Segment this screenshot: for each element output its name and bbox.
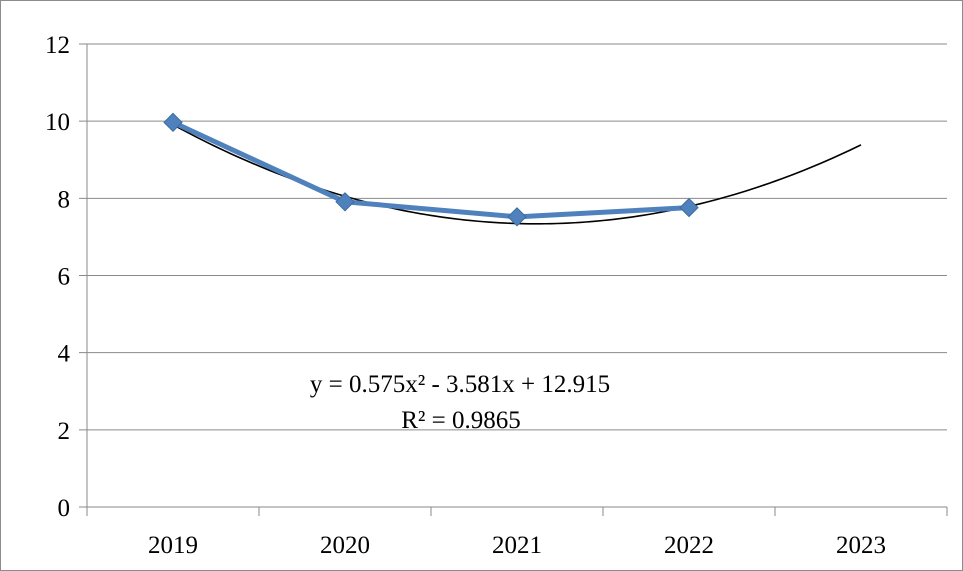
series-line [170,119,692,220]
trendline-equation: y = 0.575x² - 3.581x + 12.915 [310,371,610,398]
x-tick-label: 2020 [320,532,370,559]
x-tick-label: 2021 [492,532,542,559]
x-tick-labels: 2019 2020 2021 2022 2023 [148,532,886,559]
x-tick-label: 2019 [148,532,198,559]
data-point-marker [335,192,355,212]
trendline-r-squared: R² = 0.9865 [401,407,521,434]
data-point-marker [679,197,699,218]
y-tick-label: 8 [58,186,71,213]
x-tick-label: 2022 [664,532,714,559]
y-tick-labels: 0 2 4 6 8 10 12 [45,32,71,522]
series-markers [163,112,699,227]
y-tick-label: 2 [58,418,71,445]
y-tick-label: 12 [45,32,70,59]
data-point-marker [507,207,527,227]
gridlines [79,43,947,431]
y-tick-label: 10 [45,109,70,136]
y-tick-label: 4 [58,341,71,368]
y-tick-label: 0 [58,495,71,522]
data-point-marker [163,112,183,133]
y-tick-label: 6 [58,264,71,291]
axes [79,44,948,516]
x-tick-label: 2023 [836,532,886,559]
